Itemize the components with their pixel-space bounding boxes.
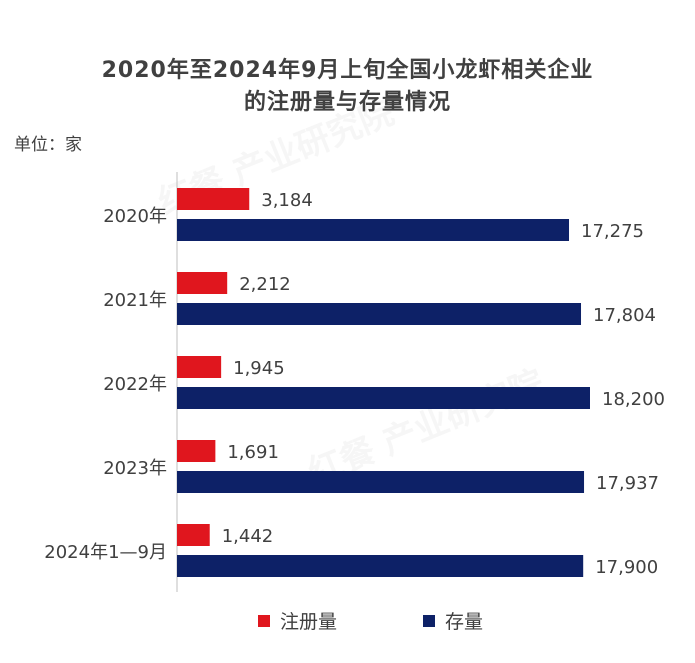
bar-registered (177, 440, 216, 462)
data-label-existing: 17,275 (581, 221, 644, 242)
data-label-registered: 2,212 (239, 274, 291, 295)
bar-registered (177, 272, 228, 294)
data-label-registered: 1,691 (227, 442, 279, 463)
data-label-existing: 17,937 (596, 473, 659, 494)
legend-label: 注册量 (280, 611, 337, 633)
data-label-registered: 3,184 (261, 190, 313, 211)
chart-title-line-2: 的注册量与存量情况 (243, 90, 451, 115)
chart-title-line-1: 2020年至2024年9月上旬全国小龙虾相关企业 (101, 58, 594, 83)
data-label-existing: 17,804 (593, 305, 656, 326)
bar-registered (177, 188, 250, 210)
legend-label: 存量 (445, 611, 483, 633)
legend-swatch (258, 615, 270, 627)
data-label-registered: 1,442 (222, 526, 274, 547)
category-label: 2024年1—9月 (44, 542, 167, 563)
bar-existing (177, 471, 585, 493)
bar-registered (177, 524, 210, 546)
bar-existing (177, 303, 582, 325)
data-label-existing: 17,900 (595, 557, 658, 578)
bar-existing (177, 555, 584, 577)
category-label: 2020年 (103, 206, 167, 227)
bar-existing (177, 219, 570, 241)
legend-swatch (423, 615, 435, 627)
data-label-registered: 1,945 (233, 358, 285, 379)
category-label: 2022年 (103, 374, 167, 395)
unit-label: 单位：家 (14, 135, 82, 155)
data-label-existing: 18,200 (602, 389, 665, 410)
bar-registered (177, 356, 222, 378)
category-label: 2021年 (103, 290, 167, 311)
category-label: 2023年 (103, 458, 167, 479)
bar-existing (177, 387, 590, 409)
